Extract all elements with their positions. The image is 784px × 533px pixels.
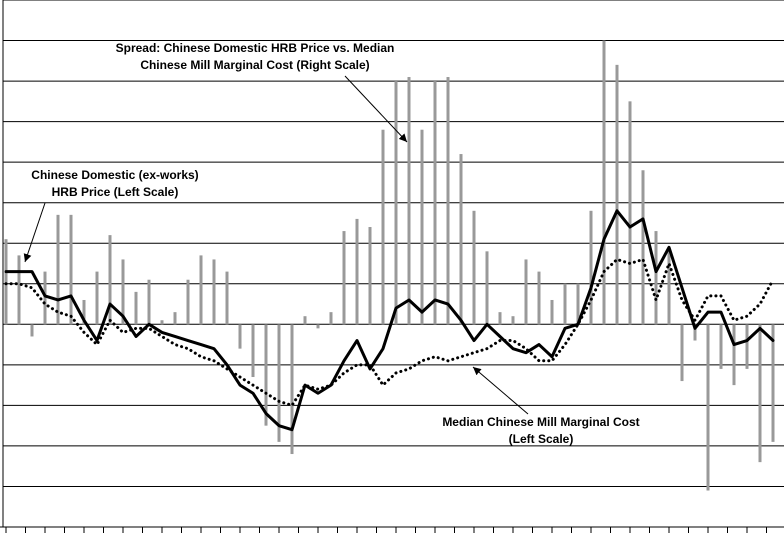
bar (108, 235, 112, 325)
annotation: Spread: Chinese Domestic HRB Price vs. M… (116, 41, 395, 55)
bar (667, 251, 671, 325)
bar (173, 312, 177, 325)
bar (745, 324, 749, 369)
bar (186, 279, 190, 325)
bar (199, 255, 203, 325)
bar (329, 312, 333, 325)
annotation: Chinese Domestic (ex-works) (31, 168, 198, 182)
bar (17, 255, 21, 325)
bar (238, 324, 242, 349)
bar (381, 129, 385, 325)
arrow (23, 202, 46, 263)
annotation: Median Chinese Mill Marginal Cost (442, 415, 639, 429)
bar (628, 101, 632, 325)
bar (576, 283, 580, 325)
bar (134, 291, 138, 325)
line (4, 209, 775, 432)
bar (446, 77, 450, 325)
bar (30, 324, 34, 337)
bar (680, 324, 684, 382)
bar (394, 81, 398, 325)
bar (472, 210, 476, 325)
arrow (472, 366, 529, 415)
bar (212, 259, 216, 325)
bar (420, 129, 424, 325)
bar (303, 316, 307, 325)
bar (95, 271, 99, 325)
bar (225, 271, 229, 325)
lines (4, 209, 775, 432)
bar (251, 324, 255, 378)
bar (82, 299, 86, 325)
bar (706, 324, 710, 491)
x-ticks (5, 527, 767, 533)
bar (290, 324, 294, 455)
bar (485, 251, 489, 325)
bar (56, 214, 60, 325)
bar (147, 279, 151, 325)
bar (4, 239, 8, 325)
bar (433, 81, 437, 325)
bars (4, 40, 775, 491)
bar (160, 320, 164, 325)
bar (121, 259, 125, 325)
annotation: (Left Scale) (509, 432, 574, 446)
bar (654, 231, 658, 325)
bar (602, 40, 606, 325)
bar (563, 283, 567, 325)
bar (550, 299, 554, 325)
bar (641, 170, 645, 325)
bar (693, 324, 697, 341)
bar (355, 218, 359, 325)
bar (459, 154, 463, 325)
bar (537, 271, 541, 325)
bar (589, 210, 593, 325)
bar (277, 324, 281, 442)
bar (316, 324, 320, 329)
bar (407, 77, 411, 325)
bar (511, 316, 515, 325)
bar (498, 312, 502, 325)
annotation: HRB Price (Left Scale) (52, 185, 179, 199)
bar (771, 324, 775, 442)
bar (342, 231, 346, 325)
grid (3, 0, 784, 528)
line (4, 257, 775, 407)
bar (732, 324, 736, 386)
bar (758, 324, 762, 463)
bar (719, 324, 723, 369)
annotation: Chinese Mill Marginal Cost (Right Scale) (140, 58, 369, 72)
bar (264, 324, 268, 426)
bar (69, 214, 73, 325)
bar (368, 227, 372, 325)
bar (615, 64, 619, 325)
bar (524, 259, 528, 325)
arrow (344, 75, 408, 143)
bar (43, 271, 47, 325)
